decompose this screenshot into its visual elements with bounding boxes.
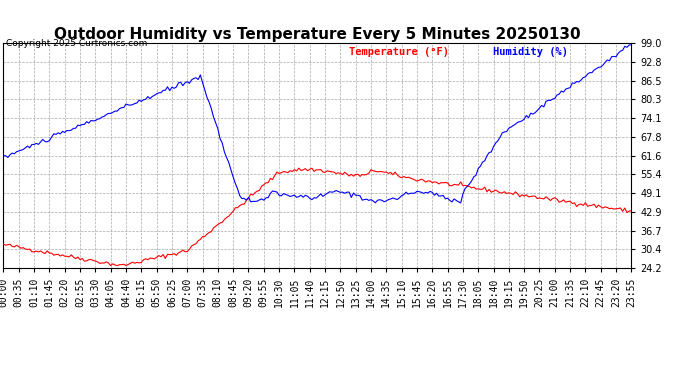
Title: Outdoor Humidity vs Temperature Every 5 Minutes 20250130: Outdoor Humidity vs Temperature Every 5 … <box>54 27 581 42</box>
Text: Copyright 2025 Curtronics.com: Copyright 2025 Curtronics.com <box>6 39 147 48</box>
Text: Temperature (°F): Temperature (°F) <box>349 47 448 57</box>
Text: Humidity (%): Humidity (%) <box>493 47 568 57</box>
